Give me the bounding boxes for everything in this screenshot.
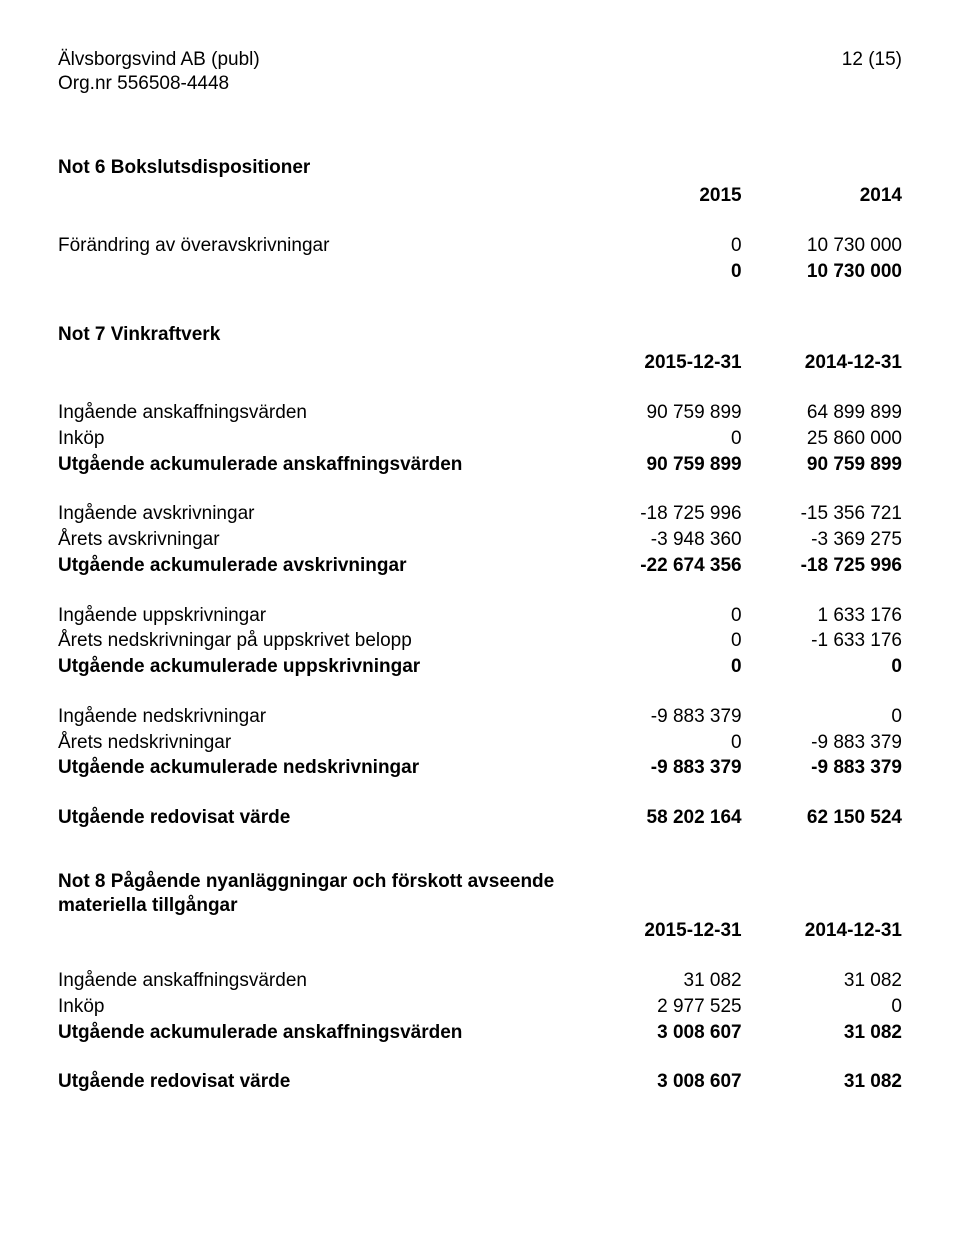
table-sum-v1: 3 008 607 xyxy=(581,1020,741,1046)
table-row-v1: 0 xyxy=(581,628,741,654)
table-row-v2: 31 082 xyxy=(742,968,902,994)
not7-total-v1: 58 202 164 xyxy=(581,805,741,831)
table-row-v1: -3 948 360 xyxy=(581,527,741,553)
not7-table: 2015-12-31 2014-12-31 Ingående anskaffni… xyxy=(58,350,902,831)
table-sum-v2: 31 082 xyxy=(742,1020,902,1046)
table-row-v1: 0 xyxy=(581,426,741,452)
table-row-label: Ingående avskrivningar xyxy=(58,501,581,527)
not6-sum-v2: 10 730 000 xyxy=(742,259,902,285)
table-row-label: Ingående nedskrivningar xyxy=(58,704,581,730)
not7-total-v2: 62 150 524 xyxy=(742,805,902,831)
table-row-v1: 0 xyxy=(581,603,741,629)
not6-sum-v1: 0 xyxy=(581,259,741,285)
table-row-v2: 0 xyxy=(742,994,902,1020)
table-row-label: Årets nedskrivningar på uppskrivet belop… xyxy=(58,628,581,654)
not8-total-v1: 3 008 607 xyxy=(581,1069,741,1095)
table-row-v2: 25 860 000 xyxy=(742,426,902,452)
table-sum-label: Utgående ackumulerade anskaffningsvärden xyxy=(58,452,581,478)
company-name: Älvsborgsvind AB (publ) xyxy=(58,48,260,72)
table-row-label: Årets nedskrivningar xyxy=(58,730,581,756)
not8-total-v2: 31 082 xyxy=(742,1069,902,1095)
not6-row-v1: 0 xyxy=(581,233,741,259)
table-row-v1: 2 977 525 xyxy=(581,994,741,1020)
not6-col2: 2014 xyxy=(742,183,902,209)
table-row-v1: 90 759 899 xyxy=(581,400,741,426)
table-sum-v1: 0 xyxy=(581,654,741,680)
table-row-label: Ingående anskaffningsvärden xyxy=(58,968,581,994)
table-row-v1: -18 725 996 xyxy=(581,501,741,527)
not6-row-v2: 10 730 000 xyxy=(742,233,902,259)
table-row-v2: 0 xyxy=(742,704,902,730)
page-number: 12 (15) xyxy=(842,48,902,72)
table-sum-label: Utgående ackumulerade avskrivningar xyxy=(58,553,581,579)
table-row-v2: -3 369 275 xyxy=(742,527,902,553)
table-row-label: Ingående anskaffningsvärden xyxy=(58,400,581,426)
table-row-v2: 64 899 899 xyxy=(742,400,902,426)
table-row-v2: -15 356 721 xyxy=(742,501,902,527)
table-row-v1: -9 883 379 xyxy=(581,704,741,730)
table-row-label: Årets avskrivningar xyxy=(58,527,581,553)
table-row-v2: -1 633 176 xyxy=(742,628,902,654)
not7-col1: 2015-12-31 xyxy=(581,350,741,376)
not8-table: Not 8 Pågående nyanläggningar och försko… xyxy=(58,869,902,1095)
table-sum-v1: -22 674 356 xyxy=(581,553,741,579)
table-sum-label: Utgående ackumulerade uppskrivningar xyxy=(58,654,581,680)
table-row-v1: 31 082 xyxy=(581,968,741,994)
not8-col1: 2015-12-31 xyxy=(581,918,741,944)
not6-row-label: Förändring av överavskrivningar xyxy=(58,233,581,259)
table-row-label: Inköp xyxy=(58,426,581,452)
not8-title: Not 8 Pågående nyanläggningar och försko… xyxy=(58,869,581,919)
org-number: Org.nr 556508-4448 xyxy=(58,72,902,96)
not6-col1: 2015 xyxy=(581,183,741,209)
table-sum-v1: -9 883 379 xyxy=(581,755,741,781)
not7-col2: 2014-12-31 xyxy=(742,350,902,376)
table-row-v2: 1 633 176 xyxy=(742,603,902,629)
table-row-v2: -9 883 379 xyxy=(742,730,902,756)
not6-title: Not 6 Bokslutsdispositioner xyxy=(58,156,902,180)
table-sum-v1: 90 759 899 xyxy=(581,452,741,478)
table-row-label: Ingående uppskrivningar xyxy=(58,603,581,629)
table-sum-v2: -18 725 996 xyxy=(742,553,902,579)
not8-col2: 2014-12-31 xyxy=(742,918,902,944)
table-sum-v2: -9 883 379 xyxy=(742,755,902,781)
not7-total-label: Utgående redovisat värde xyxy=(58,805,581,831)
table-row-v1: 0 xyxy=(581,730,741,756)
table-sum-label: Utgående ackumulerade anskaffningsvärden xyxy=(58,1020,581,1046)
table-row-label: Inköp xyxy=(58,994,581,1020)
not8-total-label: Utgående redovisat värde xyxy=(58,1069,581,1095)
table-sum-label: Utgående ackumulerade nedskrivningar xyxy=(58,755,581,781)
table-sum-v2: 90 759 899 xyxy=(742,452,902,478)
not7-title: Not 7 Vinkraftverk xyxy=(58,323,902,347)
table-sum-v2: 0 xyxy=(742,654,902,680)
not6-table: 2015 2014 Förändring av överavskrivninga… xyxy=(58,183,902,284)
